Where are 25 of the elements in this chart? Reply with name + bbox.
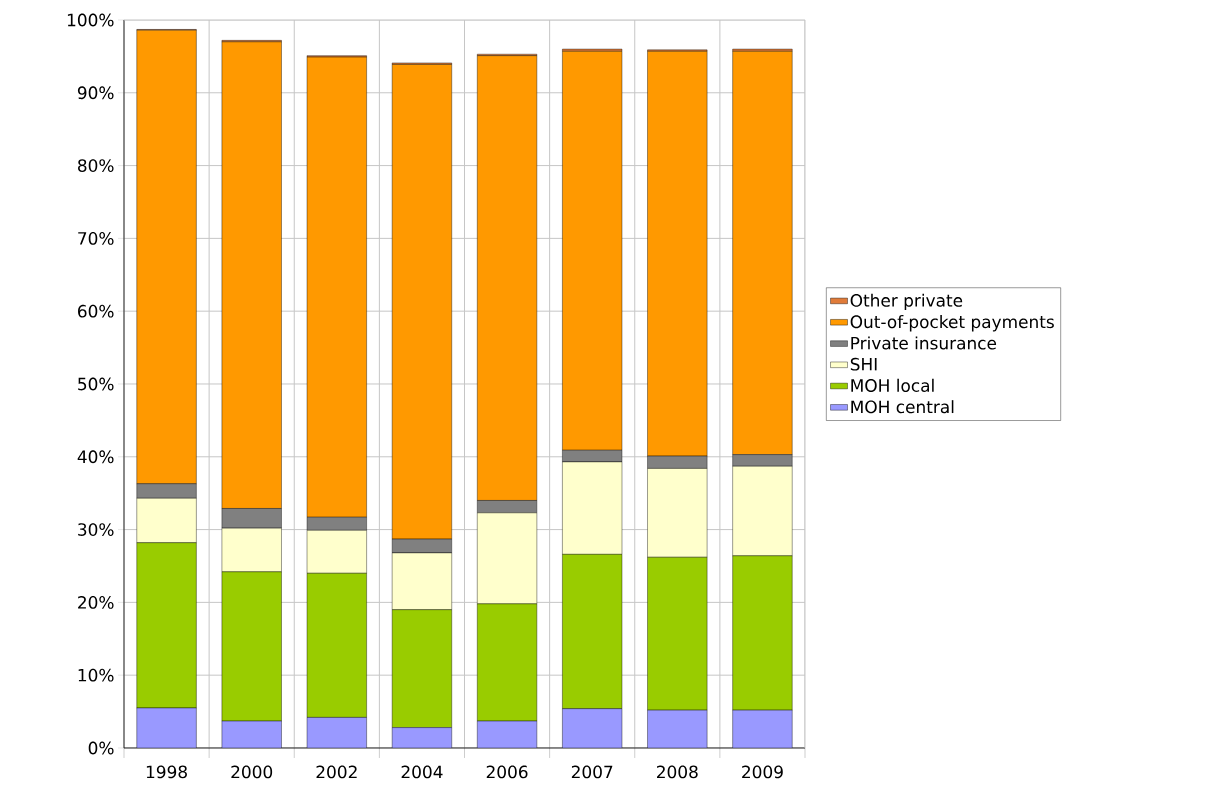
y-tick-label: 50% — [78, 377, 114, 391]
y-tick-label: 20% — [78, 595, 114, 609]
legend-label: Private insurance — [851, 336, 997, 350]
x-tick-label: 2008 — [657, 765, 698, 779]
y-tick-label: 80% — [78, 159, 114, 172]
y-tick-label: 90% — [77, 86, 114, 100]
x-tick-label: 2006 — [486, 765, 528, 779]
legend-label: SHI — [850, 357, 877, 371]
x-tick-label: 1998 — [146, 765, 187, 779]
x-tick-label: 2009 — [742, 765, 783, 779]
y-tick-label: 100% — [67, 13, 114, 27]
y-tick-label: 0% — [88, 741, 114, 755]
y-tick-label: 70% — [78, 231, 114, 245]
legend-label: Other private — [850, 293, 963, 311]
legend-label: MOH central — [851, 400, 954, 414]
legend-label: Out-of-pocket payments — [850, 315, 1054, 332]
x-tick-label: 2000 — [231, 765, 273, 779]
x-tick-label: 2004 — [401, 765, 443, 779]
x-tick-label: 2007 — [571, 765, 613, 779]
y-tick-label: 60% — [78, 304, 114, 318]
x-tick-label: 2002 — [316, 765, 357, 779]
y-tick-label: 40% — [77, 450, 114, 464]
legend-label: MOH local — [851, 378, 934, 392]
y-tick-label: 10% — [78, 668, 114, 682]
y-tick-label: 30% — [78, 523, 114, 536]
